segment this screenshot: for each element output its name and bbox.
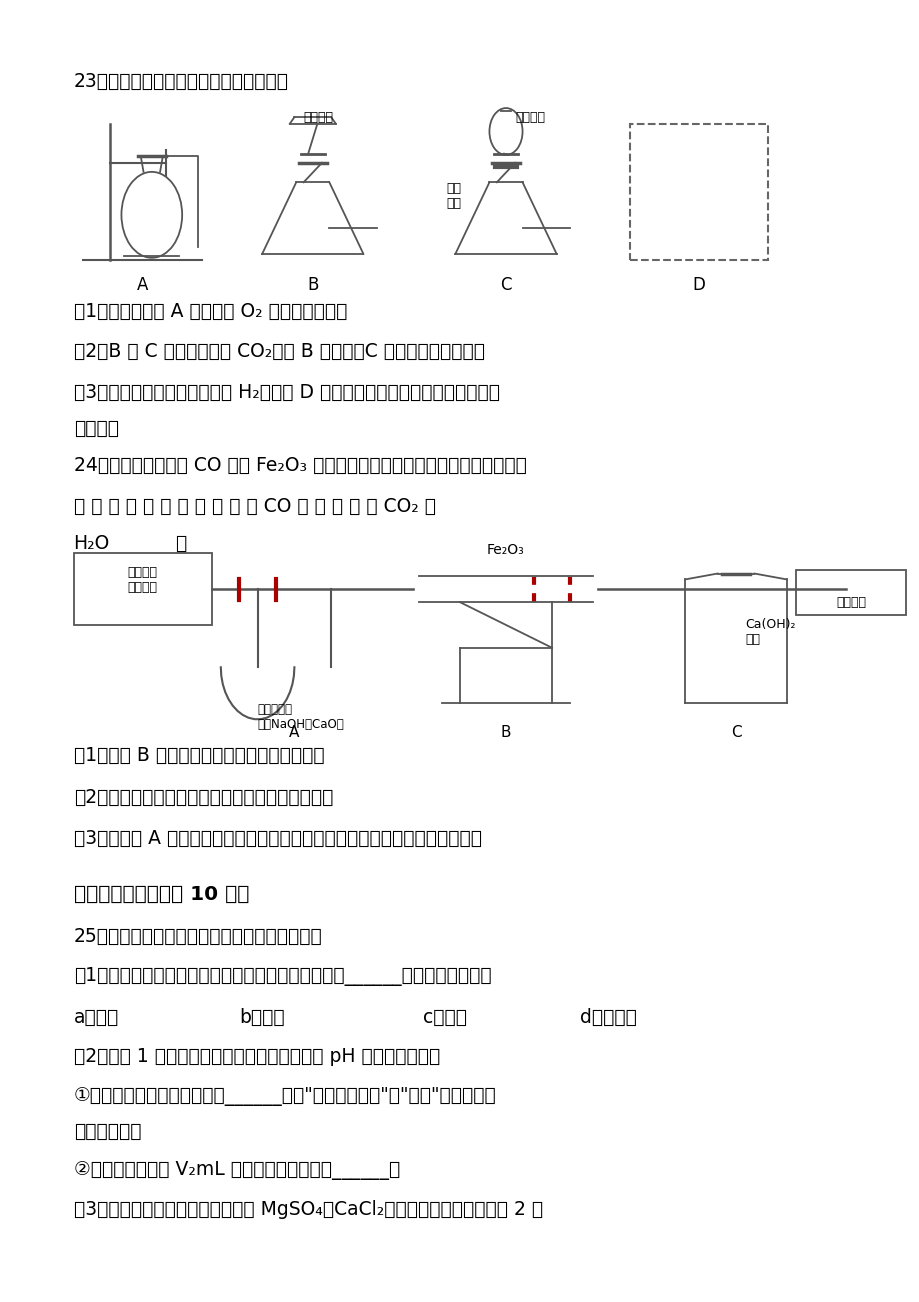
Text: Fe₂O₃: Fe₂O₃ bbox=[486, 543, 525, 557]
Text: （1）焙制糕点所用发酵粉中含有碳酸氢钠，其俗名为______（填字母代号）。: （1）焙制糕点所用发酵粉中含有碳酸氢钠，其俗名为______（填字母代号）。 bbox=[74, 967, 491, 987]
Text: 一种溶液中。: 一种溶液中。 bbox=[74, 1122, 141, 1142]
Text: 25．酸、碱、盐在生产和生活中有广泛的应用。: 25．酸、碱、盐在生产和生活中有广泛的应用。 bbox=[74, 927, 322, 947]
Text: （3）为除去粗盐水中的可溶性杂质 MgSO₄、CaCl₂，某化学小组设计了如图 2 方: （3）为除去粗盐水中的可溶性杂质 MgSO₄、CaCl₂，某化学小组设计了如图 … bbox=[74, 1200, 542, 1220]
Text: d．小苏打: d．小苏打 bbox=[579, 1008, 636, 1027]
Text: B: B bbox=[500, 725, 511, 741]
Text: A: A bbox=[289, 725, 300, 741]
Text: H₂O: H₂O bbox=[74, 534, 109, 553]
Text: 24．如图装置可以做 CO 还原 Fe₂O₃ 的实验并检验该反应的气体生成物。已知由: 24．如图装置可以做 CO 还原 Fe₂O₃ 的实验并检验该反应的气体生成物。已… bbox=[74, 456, 526, 475]
Text: 活塞
开关: 活塞 开关 bbox=[446, 182, 460, 211]
Text: （3）用试管采用排空气法收集 H₂，请在 D 处方框中画出装置图（只画试管和导: （3）用试管采用排空气法收集 H₂，请在 D 处方框中画出装置图（只画试管和导 bbox=[74, 383, 499, 402]
Text: D: D bbox=[692, 276, 705, 294]
Text: 四、综合应用题（共 10 分）: 四、综合应用题（共 10 分） bbox=[74, 885, 249, 905]
Text: 一 氧 化 碳 发 生 装 置 得 到 的 CO 中 混 有 杂 质 CO₂ 和: 一 氧 化 碳 发 生 装 置 得 到 的 CO 中 混 有 杂 质 CO₂ 和 bbox=[74, 497, 435, 517]
Text: 气管）。: 气管）。 bbox=[74, 419, 119, 439]
Text: ①根据图示判断，该实验是将______（填"氢氧化钠溶液"或"硫酸"）滴加到另: ①根据图示判断，该实验是将______（填"氢氧化钠溶液"或"硫酸"）滴加到另 bbox=[74, 1087, 496, 1107]
Bar bbox=[74, 553, 211, 625]
Bar bbox=[795, 570, 905, 616]
Text: c．苏打: c．苏打 bbox=[423, 1008, 467, 1027]
Text: b．烧碱: b．烧碱 bbox=[239, 1008, 285, 1027]
Text: （2）从环保角度考虑，请写出一种尾气处理方法。: （2）从环保角度考虑，请写出一种尾气处理方法。 bbox=[74, 788, 333, 807]
Text: （2）如图 1 是氢氧化钠溶液与硫酸反应时溶液 pH 变化的示意图。: （2）如图 1 是氢氧化钠溶液与硫酸反应时溶液 pH 变化的示意图。 bbox=[74, 1047, 439, 1066]
Text: A: A bbox=[137, 276, 148, 294]
Text: 分液漏斗: 分液漏斗 bbox=[515, 111, 545, 124]
Text: ②滴入溶液体积为 V₂mL 时，溶液中的溶质为______。: ②滴入溶液体积为 V₂mL 时，溶液中的溶质为______。 bbox=[74, 1161, 400, 1181]
Text: 尾气处理: 尾气处理 bbox=[835, 596, 865, 608]
Text: B: B bbox=[307, 276, 318, 294]
Text: C: C bbox=[730, 725, 741, 741]
Text: 23．如图是实验室制取气体的常用装置。: 23．如图是实验室制取气体的常用装置。 bbox=[74, 72, 289, 91]
Text: 。: 。 bbox=[175, 534, 186, 553]
Text: （3）若没有 A 装置，则该实验不能达到检验气体生成物的目的，请说明原因。: （3）若没有 A 装置，则该实验不能达到检验气体生成物的目的，请说明原因。 bbox=[74, 829, 481, 849]
Text: （1）写出一个用 A 装置制取 O₂ 的化学方程式。: （1）写出一个用 A 装置制取 O₂ 的化学方程式。 bbox=[74, 302, 346, 322]
Text: 一氧化碳
发生装置: 一氧化碳 发生装置 bbox=[128, 566, 157, 595]
Text: 足量碱石灰
（含NaOH和CaO）: 足量碱石灰 （含NaOH和CaO） bbox=[257, 703, 344, 732]
Text: Ca(OH)₂
溶液: Ca(OH)₂ 溶液 bbox=[744, 618, 795, 647]
Text: a．纯碱: a．纯碱 bbox=[74, 1008, 119, 1027]
Text: C: C bbox=[500, 276, 511, 294]
Text: （1）写出 B 装置玻璃管内反应的化学方程式。: （1）写出 B 装置玻璃管内反应的化学方程式。 bbox=[74, 746, 323, 766]
Text: 长颈漏斗: 长颈漏斗 bbox=[303, 111, 334, 124]
Text: （2）B 和 C 装置均可制取 CO₂，与 B 相比较，C 的主要优点是什么？: （2）B 和 C 装置均可制取 CO₂，与 B 相比较，C 的主要优点是什么？ bbox=[74, 342, 484, 362]
